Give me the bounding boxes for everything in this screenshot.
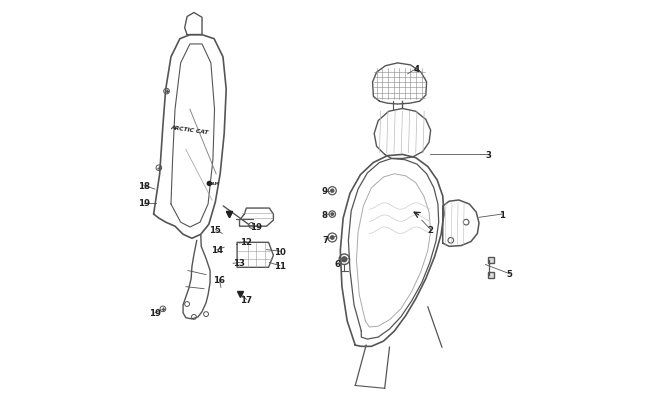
Text: 19: 19: [250, 222, 262, 231]
Text: 13: 13: [233, 258, 246, 267]
Text: 10: 10: [274, 247, 286, 256]
Circle shape: [331, 190, 334, 193]
Text: 18: 18: [138, 181, 150, 190]
Circle shape: [331, 213, 333, 216]
Text: 16: 16: [213, 275, 226, 284]
Text: 14: 14: [211, 245, 223, 254]
Text: 2: 2: [428, 225, 434, 234]
Text: 3: 3: [486, 151, 491, 160]
Text: 15: 15: [209, 225, 221, 234]
Text: 7: 7: [322, 235, 328, 244]
Text: 5: 5: [507, 270, 513, 279]
Text: 19: 19: [138, 199, 150, 208]
Text: 12: 12: [240, 237, 252, 246]
Text: 8: 8: [322, 211, 328, 220]
Circle shape: [207, 182, 211, 186]
Text: 1: 1: [499, 210, 504, 219]
Text: 11: 11: [274, 262, 286, 271]
Circle shape: [342, 257, 346, 262]
Text: RAM: RAM: [208, 181, 219, 185]
Circle shape: [331, 236, 334, 240]
Text: 17: 17: [240, 295, 252, 304]
Text: 6: 6: [335, 259, 341, 268]
Text: 4: 4: [414, 64, 420, 73]
Text: 19: 19: [149, 309, 161, 318]
Text: ARCTIC CAT: ARCTIC CAT: [170, 125, 209, 135]
Text: 9: 9: [322, 187, 328, 196]
